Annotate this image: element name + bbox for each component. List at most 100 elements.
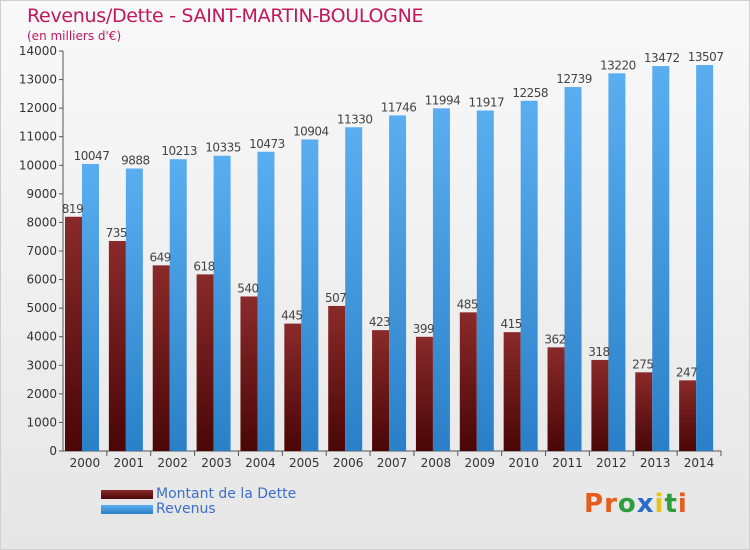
data-label-revenue: 10047 [74,149,110,163]
data-label-debt: 445 [281,309,302,323]
data-label-revenue: 11746 [381,100,417,114]
legend-label-debt: Montant de la Dette [156,486,297,502]
data-label-revenue: 10335 [205,141,241,155]
y-tick-label: 9000 [26,187,57,201]
x-tick-label: 2007 [377,456,408,470]
bar-revenue [389,115,407,452]
x-tick-label: 2013 [640,456,671,470]
data-label-debt: 485 [457,297,478,311]
y-tick-label: 2000 [26,387,57,401]
bar-revenue [169,159,187,451]
legend-swatch-revenue [101,505,153,514]
bar-revenue [345,127,363,452]
data-label-revenue: 10473 [249,137,285,151]
bar-debt [679,380,697,451]
y-tick-label: 8000 [26,215,57,229]
x-tick-label: 2010 [508,456,539,470]
chart-subtitle: (en milliers d'€) [27,29,122,43]
data-label-revenue: 12739 [556,72,592,86]
legend-label-revenue: Revenus [156,501,216,517]
x-tick-label: 2009 [464,456,495,470]
data-label-debt: 399 [413,322,434,336]
x-tick-label: 2004 [245,456,276,470]
data-label-debt: 275 [632,357,653,371]
data-label-debt: 423 [369,315,390,329]
bar-revenue [301,139,319,451]
y-tick-label: 5000 [26,301,57,315]
x-tick-label: 2006 [333,456,364,470]
x-tick-label: 2012 [596,456,627,470]
y-tick-label: 12000 [19,101,57,115]
x-tick-label: 2005 [289,456,320,470]
data-label-revenue: 11994 [425,93,461,107]
x-tick-label: 2001 [114,456,145,470]
bar-debt [65,216,82,451]
x-axis: 2000 2001 2002 2003 2004 2005 2006 2007 2008 2009… [63,450,722,470]
bar-debt [591,359,609,451]
bar-revenue [125,168,143,451]
bar-revenue [82,163,99,451]
bar-debt [503,332,521,451]
bar-debt [152,265,170,451]
bar-labels: 819 10047 735 9888 649 10213 618 10335 540 10473 4… [62,50,724,379]
bar-revenue [652,66,670,451]
logo-letter: t [664,489,678,519]
data-label-debt: 507 [325,291,346,305]
y-tick-label: 14000 [19,44,57,58]
logo-letter: o [617,489,637,519]
data-label-revenue: 13472 [644,51,680,65]
data-label-revenue: 12258 [512,86,548,100]
legend-swatch-debt [101,490,153,499]
data-label-revenue: 9888 [121,153,150,167]
x-tick-label: 2008 [421,456,452,470]
bar-debt [284,323,302,451]
bar-revenue [476,110,494,451]
data-label-revenue: 10904 [293,124,329,138]
logo-letter: i [654,489,665,519]
data-label-debt: 540 [237,281,258,295]
bar-revenue [608,73,626,452]
bar-debt [328,305,346,451]
x-tick-label: 2011 [552,456,583,470]
data-label-revenue: 11330 [337,112,373,126]
data-label-debt: 618 [193,259,214,273]
proxiti-logo: Proxiti [584,489,688,519]
bar-chart: 0 1000 2000 3000 4000 5000 6000 7000 8000 9000 100… [19,44,724,470]
bar-revenue [213,155,231,451]
x-tick-label: 2014 [684,456,715,470]
y-tick-label: 11000 [19,130,57,144]
chart-title: Revenus/Dette - SAINT-MARTIN-BOULOGNE [27,5,424,27]
bar-debt [240,296,258,451]
logo-letter: P [584,489,605,519]
bars [65,65,714,452]
bar-revenue [432,108,450,452]
y-axis: 0 1000 2000 3000 4000 5000 6000 7000 8000 9000 100… [19,44,64,458]
y-tick-label: 3000 [26,358,57,372]
data-label-revenue: 10213 [161,144,197,158]
bar-revenue [696,65,714,451]
y-tick-label: 13000 [19,73,57,87]
y-tick-label: 10000 [19,158,57,172]
data-label-debt: 415 [500,317,521,331]
bar-revenue [257,151,275,451]
data-label-debt: 735 [106,226,127,240]
bar-debt [196,274,214,451]
data-label-debt: 318 [588,345,609,359]
bar-debt [635,372,653,451]
y-tick-label: 7000 [26,244,57,258]
logo-letter: i [677,489,688,519]
bar-revenue [564,87,582,452]
bar-debt [459,312,477,451]
data-label-debt: 649 [150,250,171,264]
bar-debt [372,330,390,451]
logo-letter: r [604,489,618,519]
bar-debt [108,241,126,451]
data-label-revenue: 13220 [600,58,636,72]
y-tick-label: 4000 [26,330,57,344]
bar-debt [547,347,565,451]
data-label-debt: 819 [62,202,83,216]
data-label-revenue: 11917 [468,96,504,110]
y-tick-label: 0 [49,444,57,458]
y-tick-label: 6000 [26,273,57,287]
